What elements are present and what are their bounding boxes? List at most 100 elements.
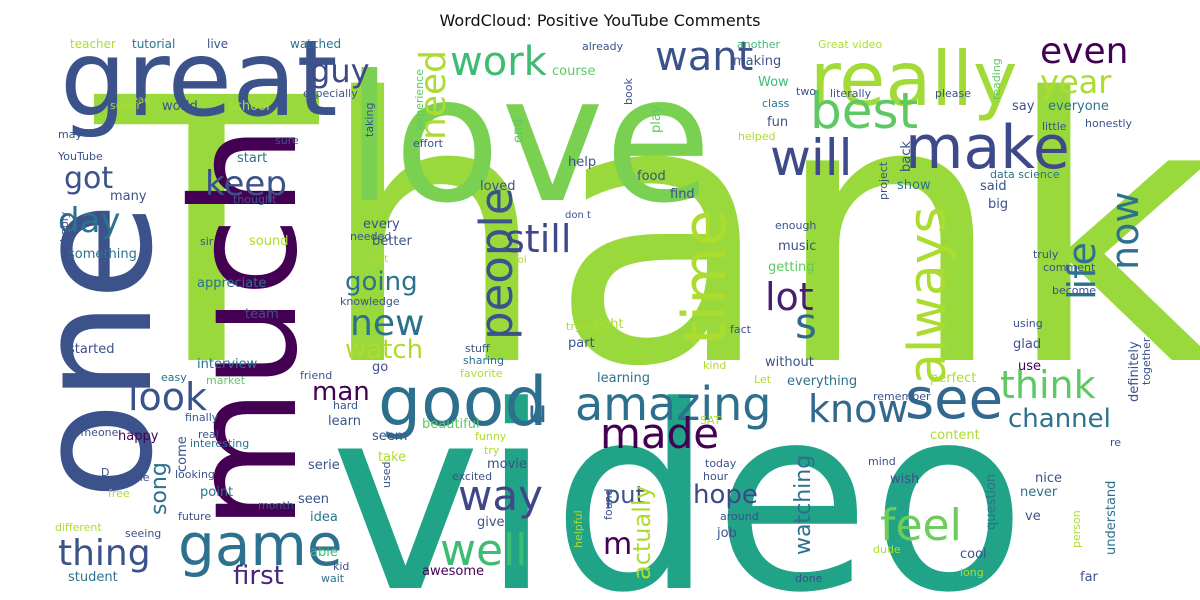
word-hour: hour xyxy=(703,470,729,483)
word-go: go xyxy=(372,360,388,375)
word-find: find xyxy=(670,187,695,202)
word-put: put xyxy=(605,481,645,509)
word-interesting: interesting xyxy=(190,437,249,450)
word-food: food xyxy=(637,169,666,184)
word-getting: getting xyxy=(768,260,815,275)
word-done: done xyxy=(795,572,823,585)
word-never: never xyxy=(1020,485,1058,500)
word-lot: lot xyxy=(765,275,814,319)
word-understand: understand xyxy=(1104,481,1119,555)
word-sat: SAT xyxy=(700,414,721,427)
word-better: better xyxy=(372,234,412,249)
word-project: project xyxy=(877,161,890,200)
word-think: think xyxy=(1000,363,1096,407)
word-youtube: YouTube xyxy=(57,150,103,163)
word-actually: actually xyxy=(628,485,656,580)
word-another: another xyxy=(737,38,780,51)
word-first: first xyxy=(233,561,284,591)
word-amazing: amazing xyxy=(575,377,771,431)
word-student: student xyxy=(68,570,118,585)
word-needed: needed xyxy=(350,230,391,243)
word-become: become xyxy=(1052,284,1096,297)
word-please: please xyxy=(935,87,971,100)
word-great-video: Great video xyxy=(818,38,882,51)
word-right: right xyxy=(593,317,624,332)
word-excited: excited xyxy=(452,470,492,483)
word-world: world xyxy=(162,99,198,114)
word-s: s xyxy=(795,299,817,348)
word-still: still xyxy=(505,217,571,261)
word-much: much xyxy=(161,125,330,530)
word-video: video xyxy=(330,352,1027,600)
word-movie: movie xyxy=(487,457,527,472)
word-idea: idea xyxy=(310,510,338,525)
word-together: together xyxy=(1140,337,1153,385)
word-serie: serie xyxy=(308,458,340,473)
word-kid: kid xyxy=(333,560,349,573)
word-take: take xyxy=(378,450,406,465)
word-free: free xyxy=(108,487,130,500)
word-learn: learn xyxy=(328,414,361,429)
word-thank: Thank xyxy=(89,22,1200,447)
word-day: day xyxy=(58,201,121,241)
word-start: start xyxy=(237,151,267,166)
word-know: know xyxy=(808,387,908,431)
word-effort: effort xyxy=(413,137,444,150)
word-started: started xyxy=(68,342,115,357)
word-dude: dude xyxy=(873,543,901,556)
word-way: way xyxy=(458,471,543,520)
word-stuff: stuff xyxy=(465,342,490,355)
word-everyone: everyone xyxy=(1048,99,1109,114)
word-happy: happy xyxy=(118,429,159,444)
word-learning: learning xyxy=(597,371,650,386)
word-course: course xyxy=(552,64,595,79)
word-helpful: helpful xyxy=(572,510,585,548)
word-market: market xyxy=(206,374,246,387)
word-make: make xyxy=(905,113,1070,183)
word-little: little xyxy=(1042,120,1067,133)
word-seeing: seeing xyxy=(125,527,161,540)
word-able: able xyxy=(310,545,338,560)
word-definitely: definitely xyxy=(1127,341,1142,402)
word-especially: especially xyxy=(303,87,358,100)
word-hope: hope xyxy=(693,480,758,510)
word-different: different xyxy=(55,521,102,534)
word-used: used xyxy=(380,462,393,488)
word-honestly: honestly xyxy=(1085,117,1133,130)
word-life: life xyxy=(1060,242,1104,300)
word-cool: cool xyxy=(960,547,987,562)
word-even: even xyxy=(1040,31,1128,72)
word-beautiful: beautiful xyxy=(422,417,480,432)
word-every: every xyxy=(363,217,400,232)
word-long: long xyxy=(960,566,984,579)
word-said: said xyxy=(980,179,1007,194)
word-use: use xyxy=(1018,359,1041,374)
word-book: book xyxy=(622,78,635,105)
word-finally: finally xyxy=(185,411,219,424)
word-interview: interview xyxy=(197,357,258,372)
word-fun: fun xyxy=(767,115,788,130)
word-good: good xyxy=(378,363,548,442)
word-now: now xyxy=(1103,192,1147,270)
word-team: team xyxy=(245,307,279,322)
word-class: class xyxy=(762,97,790,110)
word-try: try xyxy=(484,444,500,457)
word-work: work xyxy=(450,39,548,85)
word-part: part xyxy=(568,336,595,351)
word-re: re xyxy=(1110,436,1121,449)
word-made: made xyxy=(600,409,719,458)
word-play: play xyxy=(649,105,664,133)
word-question: question xyxy=(984,474,999,530)
word-reading: reading xyxy=(990,58,1003,100)
word-experience: experience xyxy=(413,69,426,130)
word-two: two xyxy=(796,85,816,98)
word-show: show xyxy=(897,178,931,193)
word-m: m xyxy=(603,527,632,562)
word-come: come xyxy=(175,436,190,472)
word-don-t: don t xyxy=(565,210,591,221)
word-let: Let xyxy=(754,373,772,386)
word-new: new xyxy=(350,303,424,344)
word-one: one xyxy=(1,202,188,500)
